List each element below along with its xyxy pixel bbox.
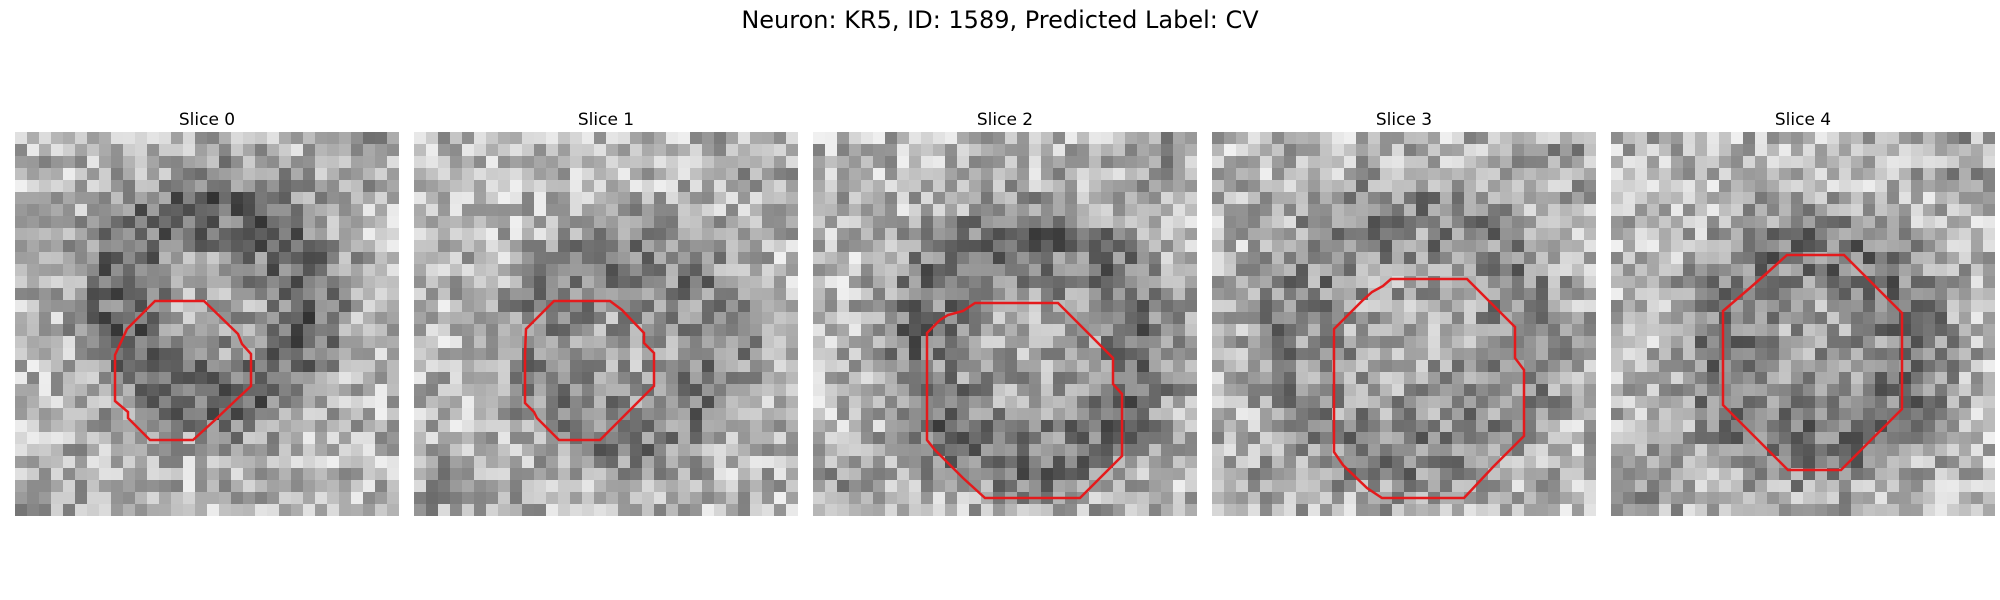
figure-title: Neuron: KR5, ID: 1589, Predicted Label: …: [741, 6, 1259, 34]
slice-image-2: [813, 132, 1197, 516]
slice-panel-2: Slice 2: [813, 108, 1197, 516]
slice-panel-0: Slice 0: [15, 108, 399, 516]
contour-1: [523, 299, 656, 442]
slice-title-1: Slice 1: [577, 110, 635, 130]
slice-title-3: Slice 3: [1375, 110, 1433, 130]
slice-image-3: [1212, 132, 1596, 516]
contour-2: [925, 301, 1124, 500]
contour-4: [1721, 253, 1904, 472]
slice-title-0: Slice 0: [178, 110, 236, 130]
slice-title-4: Slice 4: [1774, 110, 1832, 130]
slice-title-2: Slice 2: [976, 110, 1034, 130]
slice-panel-4: Slice 4: [1611, 108, 1995, 516]
contour-3: [1332, 277, 1526, 500]
slice-panel-1: Slice 1: [414, 108, 798, 516]
slice-image-0: [15, 132, 399, 516]
slice-image-4: [1611, 132, 1995, 516]
slice-panel-3: Slice 3: [1212, 108, 1596, 516]
slice-image-1: [414, 132, 798, 516]
contour-0: [113, 299, 253, 442]
